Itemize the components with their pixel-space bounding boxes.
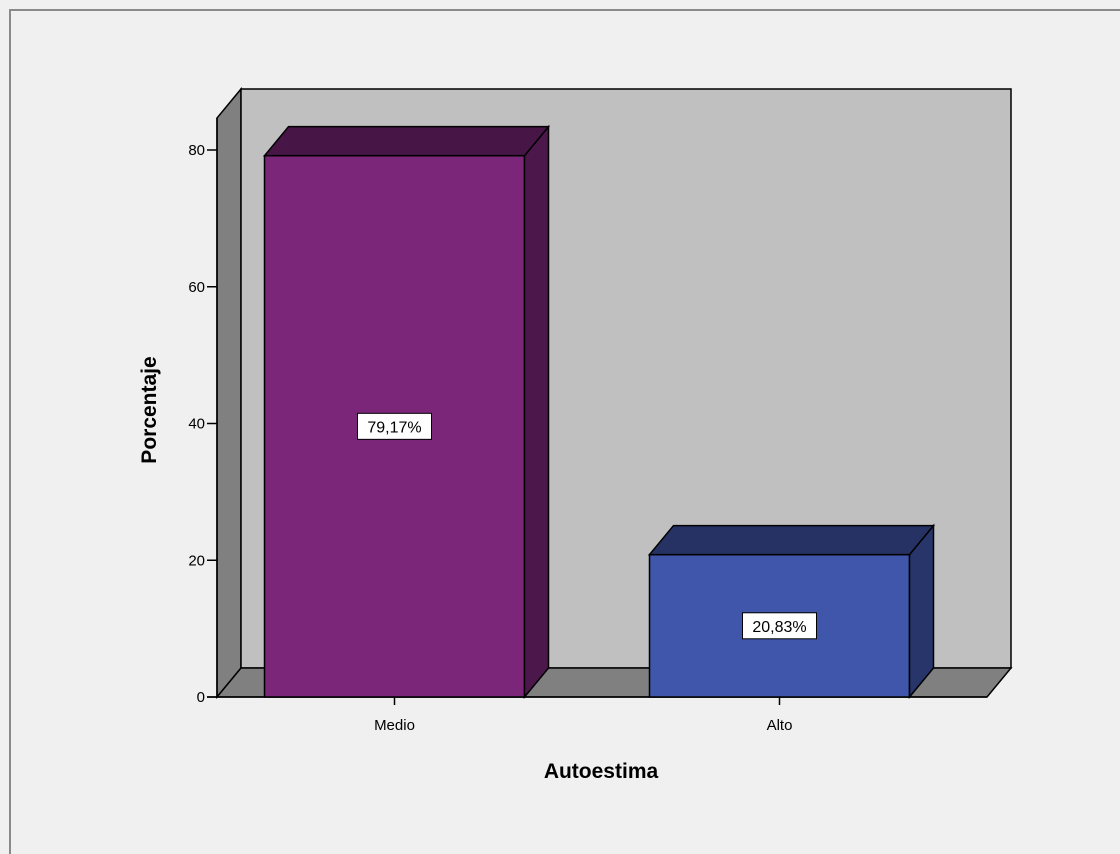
bar-top xyxy=(647,524,936,556)
y-tick-label: 40 xyxy=(188,416,205,433)
data-label-text: 20,83% xyxy=(752,619,806,636)
y-axis-title: Porcentaje xyxy=(138,356,161,463)
data-label: 79,17% xyxy=(357,412,432,440)
data-label-box xyxy=(742,612,817,640)
x-axis-title: Autoestima xyxy=(544,760,659,783)
y-tick-label: 20 xyxy=(188,552,205,569)
data-label: 20,83% xyxy=(742,612,817,640)
bar-medio xyxy=(262,124,551,700)
side-wall xyxy=(216,86,242,700)
y-tick-label: 60 xyxy=(188,279,205,296)
data-label-box xyxy=(357,412,432,440)
x-tick-label: Medio xyxy=(374,717,415,734)
x-tick-label: Alto xyxy=(767,717,793,734)
y-tick-label: 80 xyxy=(188,142,205,159)
data-label-text: 79,17% xyxy=(367,419,421,436)
bar-side xyxy=(523,124,550,700)
bar-top xyxy=(262,125,551,157)
y-tick-label: 0 xyxy=(197,689,205,706)
chart-labels: Medio 79,17% Alto 20,83% xyxy=(357,412,817,734)
bar-alto xyxy=(647,523,936,700)
